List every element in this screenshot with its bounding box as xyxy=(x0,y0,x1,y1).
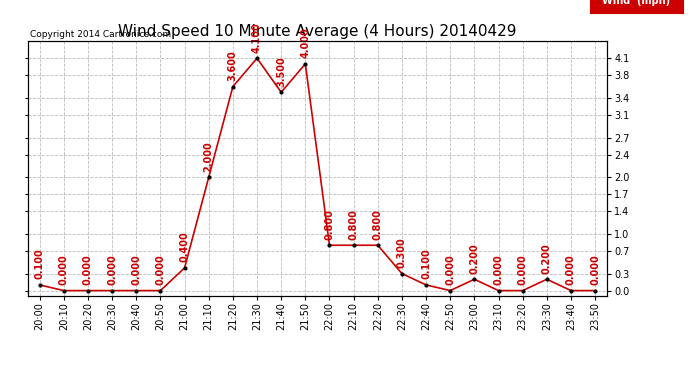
Text: 0.100: 0.100 xyxy=(421,249,431,279)
Text: 3.500: 3.500 xyxy=(276,56,286,87)
Text: 0.000: 0.000 xyxy=(131,254,141,285)
Text: 0.800: 0.800 xyxy=(348,209,359,240)
Text: 4.000: 4.000 xyxy=(300,27,310,58)
Text: 0.000: 0.000 xyxy=(155,254,166,285)
Text: 0.000: 0.000 xyxy=(493,254,504,285)
Text: 0.000: 0.000 xyxy=(590,254,600,285)
Text: 2.000: 2.000 xyxy=(204,141,214,172)
Text: 0.800: 0.800 xyxy=(324,209,335,240)
Text: 0.300: 0.300 xyxy=(397,237,407,268)
Text: Wind  (mph): Wind (mph) xyxy=(602,0,671,6)
Title: Wind Speed 10 Minute Average (4 Hours) 20140429: Wind Speed 10 Minute Average (4 Hours) 2… xyxy=(118,24,517,39)
Text: 0.000: 0.000 xyxy=(83,254,93,285)
Text: 0.100: 0.100 xyxy=(34,249,45,279)
Text: 0.000: 0.000 xyxy=(445,254,455,285)
Text: 0.200: 0.200 xyxy=(542,243,552,274)
Text: 0.000: 0.000 xyxy=(59,254,69,285)
Text: 3.600: 3.600 xyxy=(228,50,238,81)
Text: 0.400: 0.400 xyxy=(179,231,190,262)
Text: Copyright 2014 Cartronics.com: Copyright 2014 Cartronics.com xyxy=(30,30,172,39)
Text: 0.000: 0.000 xyxy=(518,254,528,285)
Text: 0.200: 0.200 xyxy=(469,243,480,274)
Text: 0.000: 0.000 xyxy=(566,254,576,285)
Text: 0.000: 0.000 xyxy=(107,254,117,285)
Text: 4.100: 4.100 xyxy=(252,22,262,53)
Text: 0.800: 0.800 xyxy=(373,209,383,240)
